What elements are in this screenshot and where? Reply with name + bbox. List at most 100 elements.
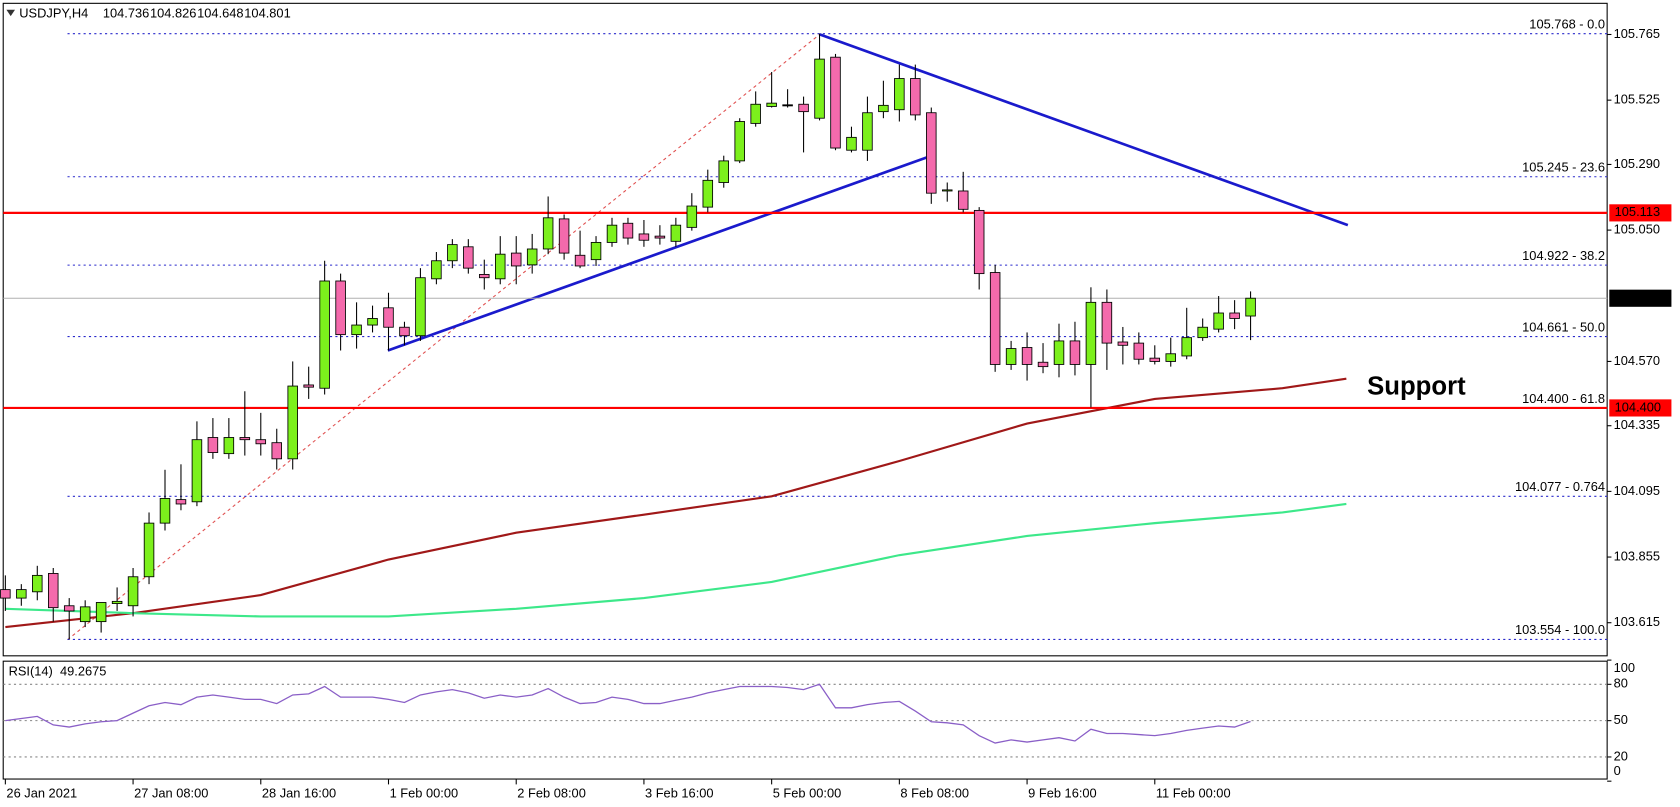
candle-body	[558, 218, 570, 254]
candle-body	[127, 576, 139, 607]
rsi-value: 49.2675	[60, 663, 106, 678]
candle-body	[606, 224, 618, 243]
fib-label: 104.077 - 0.764	[1515, 479, 1605, 494]
annotation: Support	[1367, 373, 1466, 401]
candle-body	[1021, 347, 1033, 365]
candle-body	[255, 439, 267, 445]
candle-body	[1005, 348, 1017, 365]
x-tick-label: 5 Feb 00:00	[773, 785, 842, 800]
candle-body	[95, 602, 107, 623]
candle-body	[910, 78, 921, 116]
candle-body	[590, 241, 602, 261]
candle-body	[926, 112, 937, 194]
candle-body	[734, 121, 745, 162]
candle-body	[79, 606, 91, 623]
candle-body	[207, 437, 219, 453]
header-close: 104.801	[244, 5, 290, 20]
candle-body	[638, 233, 650, 241]
rsi-y-tick-label: 20	[1614, 748, 1628, 763]
candle-body	[798, 103, 809, 113]
candle-body	[862, 112, 873, 151]
candle-body	[702, 179, 714, 208]
x-tick-label: 27 Jan 08:00	[134, 785, 208, 800]
candle-body	[750, 103, 761, 124]
candle-body	[239, 437, 251, 441]
rsi-line	[5, 683, 1251, 744]
candle-body	[1197, 326, 1208, 339]
candle-body	[383, 307, 394, 328]
candle-body	[287, 385, 298, 460]
moving-average	[5, 502, 1347, 618]
candle-body	[1085, 301, 1097, 365]
candle-body	[1069, 340, 1081, 365]
candle-body	[415, 277, 426, 337]
symbol-icon	[6, 9, 15, 17]
candle-body	[1245, 297, 1256, 317]
y-tick-label: 104.095	[1614, 483, 1660, 498]
x-tick-label: 8 Feb 08:00	[900, 785, 969, 800]
candle-body	[718, 160, 729, 183]
candle-body	[510, 252, 522, 267]
candle-body	[223, 437, 235, 455]
chart-title: USDJPY,H4	[19, 5, 88, 20]
candle-body	[111, 600, 123, 604]
candle-body	[526, 248, 538, 266]
candle-body	[0, 589, 11, 599]
rsi-title: RSI(14)	[9, 663, 53, 678]
y-tick-label: 105.290	[1614, 156, 1660, 171]
candle-body	[622, 222, 634, 239]
x-tick-label: 28 Jan 16:00	[262, 785, 336, 800]
rsi-y-tick-label: 0	[1614, 763, 1621, 778]
candle-body	[319, 280, 330, 389]
x-tick-label: 3 Feb 16:00	[645, 785, 714, 800]
candle-body	[782, 104, 793, 107]
fib-label: 103.554 - 100.0	[1515, 622, 1605, 637]
x-tick-label: 11 Feb 00:00	[1156, 785, 1231, 800]
level-tag	[1609, 399, 1672, 417]
candle-body	[1149, 357, 1161, 362]
candle-body	[303, 384, 314, 388]
candle-body	[846, 136, 857, 151]
level-tag-label: 104.400	[1615, 399, 1661, 414]
y-tick-label: 103.615	[1614, 614, 1660, 629]
candle-body	[941, 189, 953, 192]
candle-body	[48, 573, 59, 609]
current-price-tag	[1609, 289, 1672, 307]
y-tick-label: 105.525	[1614, 92, 1660, 107]
y-tick-label: 104.335	[1614, 417, 1660, 432]
candle-body	[335, 280, 346, 336]
x-tick-label: 2 Feb 08:00	[517, 785, 586, 800]
rsi-y-tick-label: 50	[1614, 712, 1628, 727]
candle-body	[494, 253, 506, 280]
candle-body	[878, 104, 889, 113]
candle-body	[542, 217, 554, 250]
candle-body	[686, 205, 698, 228]
candle-body	[367, 318, 378, 326]
candle-body	[32, 574, 43, 593]
candle-body	[447, 244, 458, 262]
fib-label: 104.400 - 61.8	[1522, 391, 1605, 406]
candle-body	[271, 442, 283, 460]
fib-label: 105.768 - 0.0	[1529, 16, 1605, 31]
x-tick-label: 1 Feb 00:00	[390, 785, 459, 800]
candle-body	[351, 324, 362, 336]
candle-body	[431, 260, 442, 280]
candle-body	[63, 605, 75, 612]
trendline-down	[819, 33, 1349, 227]
candle-body	[1213, 312, 1224, 330]
candle-body	[399, 326, 410, 337]
candle-body	[654, 235, 666, 239]
x-tick-label: 9 Feb 16:00	[1028, 785, 1097, 800]
y-tick-label: 105.050	[1614, 221, 1660, 236]
y-tick-label: 105.765	[1614, 26, 1660, 41]
candle-body	[1133, 342, 1145, 360]
candle-body	[463, 246, 474, 269]
current-price-label: 104.801	[1615, 290, 1661, 305]
candle-body	[814, 58, 825, 119]
candle-body	[479, 274, 490, 279]
y-tick-label: 103.855	[1614, 548, 1660, 563]
candle-body	[1181, 337, 1192, 357]
moving-average	[5, 377, 1347, 629]
